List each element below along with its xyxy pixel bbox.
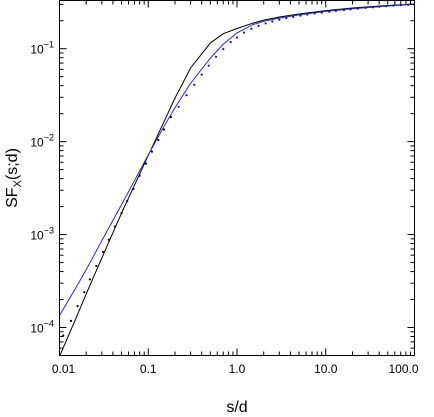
data-point — [235, 36, 239, 39]
y-axis-label-main: SF — [4, 187, 21, 208]
x-tick-label: 10.0 — [314, 362, 338, 376]
y-axis-label-subscript: X — [12, 179, 24, 187]
data-point — [177, 105, 180, 108]
data-point — [385, 5, 388, 8]
data-point — [306, 13, 309, 16]
data-point — [83, 291, 86, 294]
x-tick-label: 100.0 — [388, 362, 418, 376]
data-point — [113, 225, 116, 228]
data-point — [320, 11, 323, 14]
data-point — [242, 31, 246, 34]
data-point — [292, 15, 295, 18]
data-point — [407, 3, 410, 6]
data-point — [107, 238, 110, 241]
data-point — [132, 187, 135, 191]
series-line-1 — [59, 3, 415, 316]
x-tick-label: 1.0 — [229, 362, 246, 376]
y-axis-label: SFX(s;d) — [4, 148, 24, 208]
data-point — [126, 199, 129, 203]
series-line-0 — [59, 3, 415, 356]
data-point — [334, 9, 337, 13]
data-point — [257, 24, 260, 27]
data-point — [356, 7, 359, 10]
data-point — [222, 48, 225, 51]
data-point — [144, 162, 147, 165]
plot-area — [59, 3, 415, 356]
y-tick-label: 10−1 — [30, 40, 54, 57]
axis-ticks — [59, 0, 415, 356]
data-point — [271, 20, 274, 23]
y-tick-label: 10−4 — [30, 319, 54, 336]
data-point — [150, 150, 154, 153]
data-point — [371, 6, 375, 9]
data-point — [229, 40, 232, 44]
data-point — [378, 5, 381, 8]
data-point — [185, 94, 188, 97]
x-axis-label: s/d — [226, 399, 247, 416]
data-point — [392, 4, 395, 7]
data-point — [328, 10, 331, 13]
y-axis-label-suffix: (s;d) — [4, 148, 21, 180]
data-point — [102, 250, 105, 254]
data-point — [399, 4, 402, 7]
tick-labels: 0.01 0.1 1.0 10.0 100.0 10−4 10−3 10−2 10−1 — [30, 40, 418, 376]
data-point — [157, 138, 160, 142]
data-point — [342, 9, 345, 12]
x-tick-label: 0.01 — [52, 362, 76, 376]
data-point — [88, 278, 91, 281]
data-point — [313, 12, 316, 15]
data-point — [193, 83, 196, 86]
data-point — [299, 14, 302, 17]
data-point — [162, 128, 165, 131]
data-point — [364, 6, 367, 9]
data-point — [76, 305, 79, 308]
data-point — [250, 27, 253, 30]
data-point — [285, 17, 288, 20]
y-tick-label: 10−2 — [30, 133, 54, 150]
data-point — [95, 264, 98, 268]
data-point — [278, 18, 281, 21]
x-tick-label: 0.1 — [140, 362, 157, 376]
data-point — [120, 212, 123, 215]
data-point — [207, 64, 210, 67]
data-point — [349, 8, 352, 11]
data-point — [169, 115, 173, 119]
data-point — [214, 55, 218, 58]
data-point — [69, 319, 73, 322]
data-point — [200, 73, 203, 76]
y-tick-label: 10−3 — [30, 226, 54, 243]
data-point — [264, 22, 267, 25]
data-point — [138, 174, 141, 177]
